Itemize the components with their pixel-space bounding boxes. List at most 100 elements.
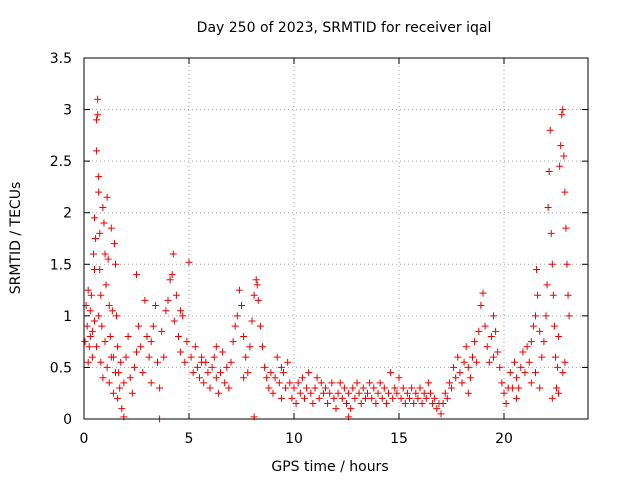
data-point — [429, 400, 437, 408]
data-point — [104, 255, 112, 263]
data-point — [233, 312, 241, 320]
data-point — [349, 384, 357, 392]
data-point — [315, 394, 323, 402]
data-point — [558, 111, 566, 119]
data-point — [113, 312, 121, 320]
data-point — [464, 389, 472, 397]
data-point — [424, 379, 432, 387]
data-point — [248, 317, 256, 325]
data-point — [193, 363, 201, 371]
data-point — [403, 389, 411, 397]
data-point — [364, 389, 371, 397]
data-point — [95, 173, 103, 181]
data-point — [143, 332, 151, 340]
data-point — [158, 327, 166, 335]
data-point — [128, 389, 136, 397]
data-point — [118, 405, 126, 413]
data-point — [406, 394, 413, 402]
data-point — [397, 394, 405, 402]
data-point — [359, 384, 367, 392]
data-point — [168, 271, 176, 279]
data-point — [147, 379, 155, 387]
data-point — [181, 358, 189, 366]
data-point — [105, 302, 113, 310]
data-point — [94, 95, 102, 103]
data-point — [223, 363, 231, 371]
data-point — [175, 332, 182, 340]
grid-lines — [84, 58, 588, 419]
data-point — [559, 106, 567, 114]
data-point — [108, 307, 116, 315]
data-point — [309, 400, 317, 408]
data-point — [347, 405, 355, 413]
data-point — [240, 332, 248, 340]
data-point — [91, 214, 98, 222]
data-point — [338, 394, 346, 402]
data-point — [418, 400, 426, 408]
data-point — [105, 379, 113, 387]
data-point — [357, 400, 365, 408]
data-point — [311, 384, 319, 392]
data-point — [265, 384, 273, 392]
data-point — [191, 343, 199, 351]
data-point — [290, 384, 298, 392]
data-point — [462, 343, 470, 351]
chart-title: Day 250 of 2023, SRMTID for receiver iqa… — [197, 20, 492, 36]
data-point — [253, 281, 261, 289]
data-point — [414, 394, 422, 402]
data-point — [387, 369, 395, 377]
data-point — [189, 369, 197, 377]
data-point — [547, 229, 555, 237]
data-point — [548, 394, 556, 402]
data-point — [219, 348, 227, 356]
data-point — [345, 389, 353, 397]
data-point — [292, 400, 300, 408]
data-point — [238, 302, 245, 310]
y-tick-label: 3.5 — [50, 51, 72, 67]
data-point — [133, 348, 140, 356]
data-point — [563, 260, 571, 268]
data-point — [477, 302, 485, 310]
data-point — [170, 317, 178, 325]
data-point — [162, 307, 170, 315]
data-points — [81, 95, 573, 423]
data-point — [196, 374, 203, 382]
data-point — [280, 369, 287, 377]
data-point — [317, 379, 325, 387]
y-tick-label: 0.5 — [50, 360, 72, 376]
data-point — [454, 353, 462, 361]
data-point — [227, 358, 235, 366]
data-point — [340, 384, 348, 392]
data-point — [156, 384, 164, 392]
data-point — [256, 322, 264, 330]
data-point — [437, 410, 445, 418]
data-point — [133, 271, 140, 279]
data-point — [380, 384, 388, 392]
data-point — [529, 322, 537, 330]
data-point — [561, 358, 569, 366]
data-point — [177, 307, 185, 315]
data-point — [536, 327, 544, 335]
data-point — [372, 400, 380, 408]
data-point — [98, 322, 106, 330]
data-point — [554, 363, 562, 371]
data-point — [485, 358, 493, 366]
y-tick-label: 2.5 — [50, 154, 72, 170]
plot-frame — [83, 57, 589, 420]
data-point — [254, 296, 262, 304]
data-point — [456, 369, 464, 377]
data-point — [527, 379, 535, 387]
data-point — [305, 369, 313, 377]
data-point — [298, 374, 306, 382]
data-point — [85, 343, 93, 351]
data-point — [328, 379, 336, 387]
data-point — [110, 240, 118, 248]
data-point — [534, 291, 542, 299]
data-point — [284, 358, 292, 366]
data-point — [106, 332, 114, 340]
data-point — [172, 291, 180, 299]
data-point — [473, 358, 481, 366]
data-point — [231, 322, 239, 330]
x-tick-labels: 0 5 10 15 20 — [80, 431, 513, 447]
data-point — [492, 327, 500, 335]
